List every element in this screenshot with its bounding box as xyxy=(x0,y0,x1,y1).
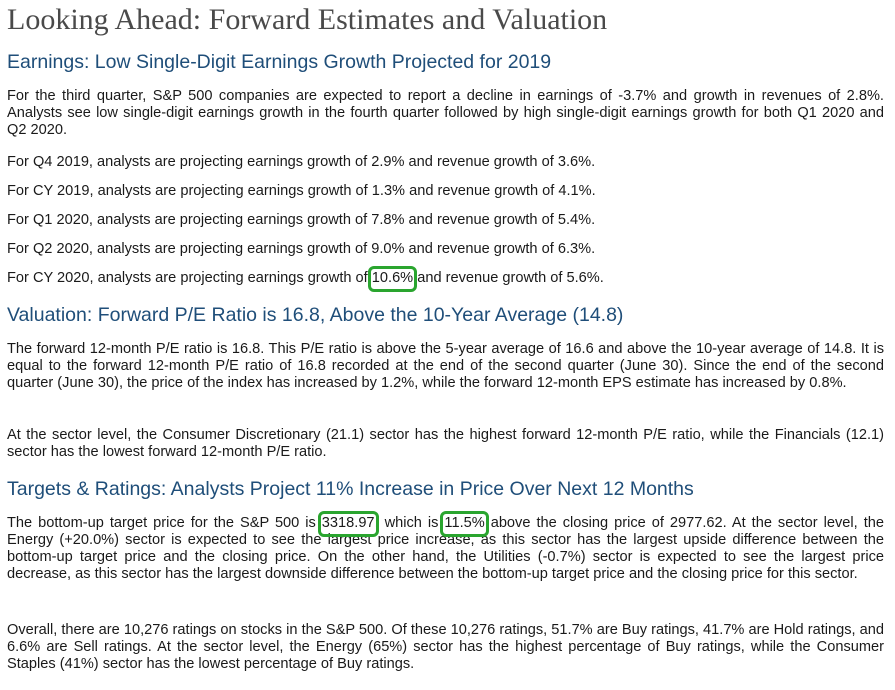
targets-paragraph-1: The bottom-up target price for the S&P 5… xyxy=(7,515,884,583)
q1-2020-line: For Q1 2020, analysts are projecting ear… xyxy=(7,212,596,228)
valuation-paragraph-2: At the sector level, the Consumer Discre… xyxy=(7,427,884,460)
target-price-highlight: 3318.97 xyxy=(321,515,375,531)
q2-2020-line: For Q2 2020, analysts are projecting ear… xyxy=(7,241,596,257)
cy-2019-line: For CY 2019, analysts are projecting ear… xyxy=(7,183,596,199)
targets-text-3: above the closing price of 2977.62. At t… xyxy=(7,515,884,582)
q4-2019-line: For Q4 2019, analysts are projecting ear… xyxy=(7,154,596,170)
targets-text-1: The bottom-up target price for the S&P 5… xyxy=(7,515,322,531)
targets-text-2: , which is xyxy=(374,515,445,531)
earnings-intro-paragraph: For the third quarter, S&P 500 companies… xyxy=(7,88,884,138)
earnings-heading: Earnings: Low Single-Digit Earnings Grow… xyxy=(7,51,552,73)
cy-2020-earnings-highlight: 10.6% xyxy=(371,270,414,286)
pct-above-highlight: 11.5% xyxy=(444,515,485,531)
cy-2020-text-end: and revenue growth of 5.6%. xyxy=(413,270,604,286)
cy-2020-text-start: For CY 2020, analysts are projecting ear… xyxy=(7,270,372,286)
valuation-heading: Valuation: Forward P/E Ratio is 16.8, Ab… xyxy=(7,304,624,326)
valuation-paragraph-1: The forward 12-month P/E ratio is 16.8. … xyxy=(7,341,884,391)
ratings-paragraph: Overall, there are 10,276 ratings on sto… xyxy=(7,622,884,672)
page-title: Looking Ahead: Forward Estimates and Val… xyxy=(7,3,608,36)
cy-2020-line: For CY 2020, analysts are projecting ear… xyxy=(7,270,884,287)
targets-heading: Targets & Ratings: Analysts Project 11% … xyxy=(7,478,694,500)
